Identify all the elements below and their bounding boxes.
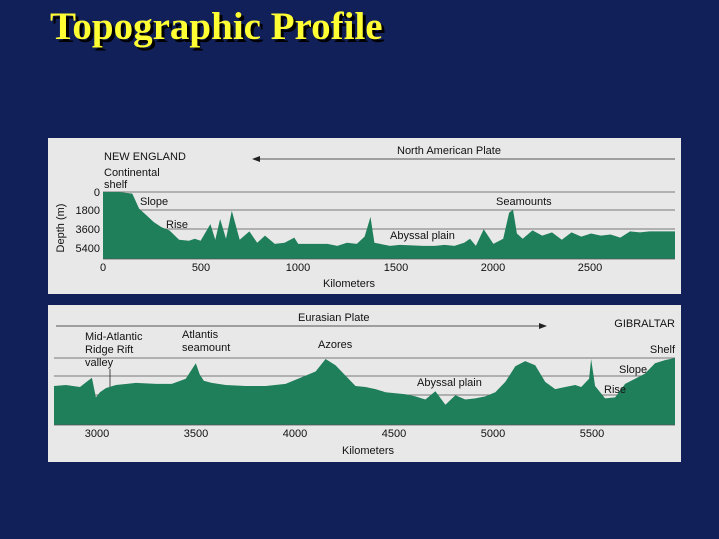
y-tick-3600: 3600 (76, 224, 100, 236)
feature-label-shelf: Shelf (650, 344, 676, 356)
y-tick-1800: 1800 (76, 205, 100, 217)
plate-label-eurasian: Eurasian Plate (298, 312, 370, 324)
plate-label-north-american: North American Plate (397, 145, 501, 157)
feature-label-slope: Slope (140, 196, 168, 208)
feature-label-slope: Slope (619, 364, 647, 376)
feature-label-seamounts: Seamounts (496, 196, 552, 208)
x-axis-label: Kilometers (342, 445, 394, 457)
x-tick-4500: 4500 (382, 428, 406, 440)
y-tick-0: 0 (94, 187, 100, 199)
feature-label-abyssal-plain: Abyssal plain (390, 230, 455, 242)
x-tick-2000: 2000 (481, 262, 505, 274)
x-tick-2500: 2500 (578, 262, 602, 274)
profile-chart-eurasia: Eurasian Plate GIBRALTAR Mid-Atlantic Ri… (54, 312, 676, 457)
feature-label-rise: Rise (604, 384, 626, 396)
profile-panel-north-america: NEW ENGLAND Continental shelf Slope Rise… (48, 138, 681, 294)
x-tick-5000: 5000 (481, 428, 505, 440)
x-tick-5500: 5500 (580, 428, 604, 440)
feature-label-ridge-line3: valley (85, 357, 114, 369)
x-tick-3500: 3500 (184, 428, 208, 440)
x-tick-1500: 1500 (384, 262, 408, 274)
region-label-new-england: NEW ENGLAND (104, 151, 186, 163)
terrain-profile-eurasia (54, 358, 675, 425)
feature-label-atlantis-line2: seamount (182, 342, 230, 354)
feature-label-ridge-line2: Ridge Rift (85, 344, 133, 356)
feature-label-shelf: shelf (104, 179, 128, 191)
x-tick-4000: 4000 (283, 428, 307, 440)
plate-arrow-right-icon (56, 323, 547, 329)
plate-arrow-left-icon (252, 156, 675, 162)
y-tick-5400: 5400 (76, 243, 100, 255)
y-axis-label: Depth (m) (55, 204, 67, 253)
x-tick-500: 500 (192, 262, 210, 274)
feature-label-rise: Rise (166, 219, 188, 231)
x-tick-1000: 1000 (286, 262, 310, 274)
x-axis-label: Kilometers (323, 278, 375, 290)
feature-label-azores: Azores (318, 339, 353, 351)
feature-label-ridge-line1: Mid-Atlantic (85, 331, 143, 343)
x-tick-0: 0 (100, 262, 106, 274)
terrain-profile-north-america (103, 192, 675, 259)
region-label-gibraltar: GIBRALTAR (614, 318, 675, 330)
slide-title: Topographic Profile (50, 5, 383, 48)
x-tick-3000: 3000 (85, 428, 109, 440)
feature-label-atlantis-line1: Atlantis (182, 329, 219, 341)
profile-chart-north-america: NEW ENGLAND Continental shelf Slope Rise… (55, 145, 675, 290)
feature-label-continental: Continental (104, 167, 160, 179)
feature-label-abyssal-plain: Abyssal plain (417, 377, 482, 389)
profile-panel-eurasia: Eurasian Plate GIBRALTAR Mid-Atlantic Ri… (48, 305, 681, 462)
